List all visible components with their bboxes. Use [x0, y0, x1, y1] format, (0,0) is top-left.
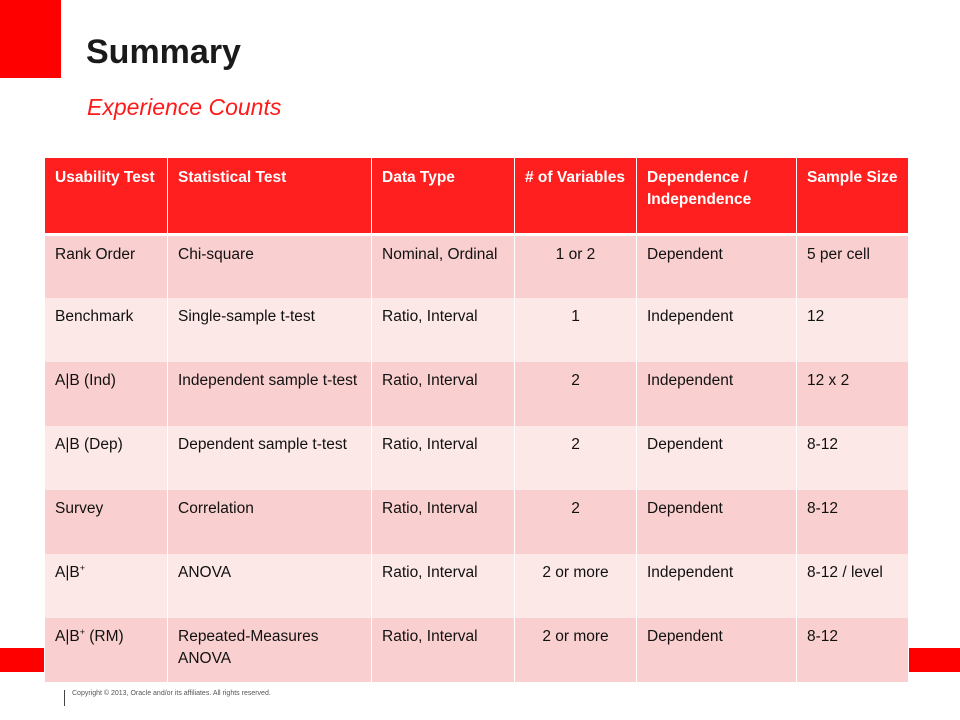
cell-num-variables: 2 or more [514, 618, 637, 682]
table-row: Benchmark Single-sample t-test Ratio, Inte… [44, 298, 909, 362]
cell-dependence: Dependent [636, 490, 797, 554]
header-num-variables: # of Variables [514, 158, 637, 236]
cell-num-variables: 2 or more [514, 554, 637, 618]
table-row: Survey Correlation Ratio, Interval 2 Depende… [44, 490, 909, 554]
cell-statistical-test: Chi-square [167, 234, 372, 298]
cell-num-variables: 2 [514, 490, 637, 554]
cell-data-type: Ratio, Interval [371, 554, 515, 618]
red-accent-block [0, 0, 61, 78]
table-row: Rank Order Chi-square Nominal, Ordinal 1 or… [44, 234, 909, 298]
table-row: A|B (Dep) Dependent sample t-test Ratio, I… [44, 426, 909, 490]
cell-data-type: Ratio, Interval [371, 426, 515, 490]
test-name: A|B (Ind) [55, 372, 116, 389]
table-row: A|B+ (RM) Repeated-Measures ANOVA Ratio, I… [44, 618, 909, 682]
header-usability-test: Usability Test [44, 158, 168, 236]
cell-usability-test: A|B (Ind) [44, 362, 168, 426]
summary-table: Usability Test Statistical Test Data Typ… [44, 158, 909, 682]
cell-dependence: Independent [636, 298, 797, 362]
test-name: Benchmark [55, 308, 134, 325]
cell-sample-size: 5 per cell [796, 234, 909, 298]
test-name: A|B (Dep) [55, 436, 123, 453]
cell-data-type: Ratio, Interval [371, 490, 515, 554]
test-name: Rank Order [55, 245, 136, 263]
cell-data-type: Ratio, Interval [371, 362, 515, 426]
cell-statistical-test: Single-sample t-test [167, 298, 372, 362]
test-name: Survey [55, 500, 104, 517]
header-statistical-test: Statistical Test [167, 158, 372, 236]
cell-dependence: Independent [636, 554, 797, 618]
cell-num-variables: 2 [514, 362, 637, 426]
cell-dependence: Dependent [636, 234, 797, 298]
cell-dependence: Dependent [636, 426, 797, 490]
cell-statistical-test: Dependent sample t-test [167, 426, 372, 490]
test-name: A|B [55, 564, 80, 581]
slide-title: Summary [86, 33, 241, 71]
header-sample-size: Sample Size [796, 158, 909, 236]
cell-usability-test: Survey [44, 490, 168, 554]
cell-usability-test: Benchmark [44, 298, 168, 362]
cell-data-type: Ratio, Interval [371, 298, 515, 362]
cell-statistical-test: Correlation [167, 490, 372, 554]
cell-statistical-test: ANOVA [167, 554, 372, 618]
cell-data-type: Ratio, Interval [371, 618, 515, 682]
table-row: A|B (Ind) Independent sample t-test Ratio,… [44, 362, 909, 426]
cell-sample-size: 8-12 / level [796, 554, 909, 618]
cell-num-variables: 2 [514, 426, 637, 490]
cell-data-type: Nominal, Ordinal [371, 234, 515, 298]
header-dependence: Dependence / Independence [636, 158, 797, 236]
cell-usability-test: A|B (Dep) [44, 426, 168, 490]
footer-copyright: Copyright © 2013, Oracle and/or its affi… [72, 690, 271, 697]
header-data-type: Data Type [371, 158, 515, 236]
cell-sample-size: 8-12 [796, 618, 909, 682]
slide-subtitle: Experience Counts [87, 94, 282, 120]
footer-divider [64, 690, 65, 706]
test-name: A|B [55, 628, 80, 645]
test-superscript: + [79, 626, 85, 637]
cell-usability-test: A|B+ [44, 554, 168, 618]
cell-num-variables: 1 or 2 [514, 234, 637, 298]
cell-usability-test: Rank Order [44, 234, 168, 298]
cell-num-variables: 1 [514, 298, 637, 362]
cell-statistical-test: Independent sample t-test [167, 362, 372, 426]
test-suffix: (RM) [84, 628, 124, 645]
table-header-row: Usability Test Statistical Test Data Typ… [44, 158, 909, 236]
cell-dependence: Dependent [636, 618, 797, 682]
cell-statistical-test: Repeated-Measures ANOVA [167, 618, 372, 682]
cell-usability-test: A|B+ (RM) [44, 618, 168, 682]
cell-sample-size: 12 [796, 298, 909, 362]
test-superscript: + [79, 562, 85, 573]
cell-sample-size: 8-12 [796, 490, 909, 554]
cell-dependence: Independent [636, 362, 797, 426]
table-row: A|B+ ANOVA Ratio, Interval 2 or more Indepen… [44, 554, 909, 618]
cell-sample-size: 12 x 2 [796, 362, 909, 426]
cell-sample-size: 8-12 [796, 426, 909, 490]
